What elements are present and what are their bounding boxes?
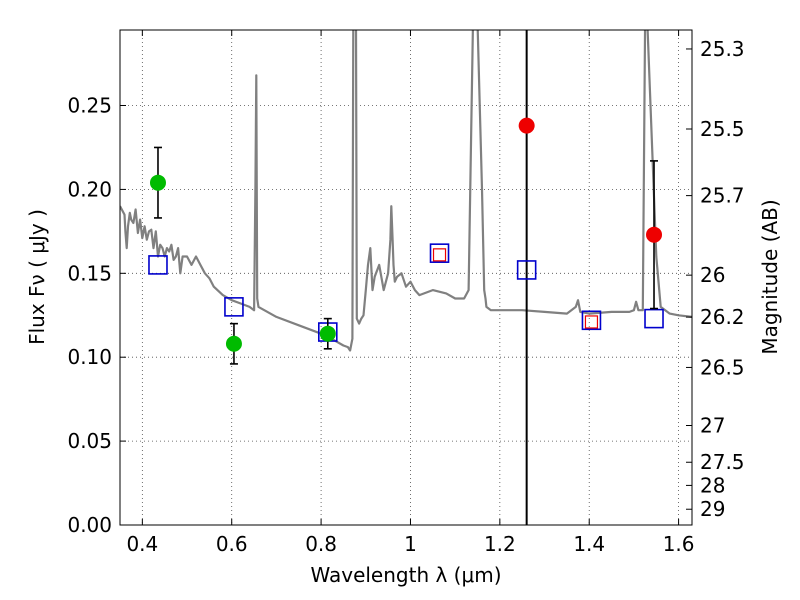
x-tick-label: 0.8 [305,532,337,556]
right-tick-label: 25.3 [700,37,745,61]
green-photometry-point [149,174,166,191]
x-tick-label: 0.4 [126,532,158,556]
right-tick-label: 28 [700,473,725,497]
marker-layer [148,30,664,525]
model-bandpass-marker [429,243,450,263]
right-tick-label: 26.2 [700,305,745,329]
y-tick-label: 0.20 [67,177,112,201]
right-tick-label: 26 [700,263,725,287]
model-bandpass-marker [224,297,244,317]
y-axis-label: Flux Fν ( μJy ) [25,209,49,345]
red-photometry-point [646,226,663,243]
right-tick-label: 25.5 [700,117,745,141]
right-tick-label: 29 [700,497,725,521]
right-tick-label: 27 [700,413,725,437]
red-photometry-point [518,117,535,134]
right-tick-label: 26.5 [700,355,745,379]
y-tick-label: 0.10 [67,345,112,369]
model-bandpass-marker [516,260,537,280]
model-bandpass-marker [644,308,664,329]
x-tick-label: 1.2 [484,532,516,556]
plot-frame [119,29,693,526]
right-tick-label: 25.7 [700,184,745,208]
spectrum-line [120,30,692,352]
x-axis-label: Wavelength λ (μm) [310,563,501,587]
model-bandpass-marker [148,255,168,275]
y-tick-label: 0.05 [67,429,112,453]
red-small-squares-marker [584,315,599,329]
grid-lines [120,30,692,525]
red-small-squares-marker [432,248,447,262]
x-tick-label: 1 [404,532,417,556]
right-tick-label: 27.5 [700,450,745,474]
model-bandpass-marker [581,310,602,331]
y-tick-label: 0.00 [67,513,112,537]
y-tick-label: 0.15 [67,261,112,285]
y-tick-label: 0.25 [67,94,112,118]
green-photometry-point [225,335,242,352]
x-tick-label: 1.4 [573,532,605,556]
green-photometry-point [319,325,336,342]
tick-layer: 0.4 0.6 0.8 1 1.2 1.4 1.6 0.00 0.05 0.10 0.15 0.20 0… [67,30,745,556]
x-tick-label: 0.6 [216,532,248,556]
spectrum-layer [120,30,692,352]
x-tick-label: 1.6 [663,532,695,556]
right-axis-label: Magnitude (AB) [758,199,782,354]
